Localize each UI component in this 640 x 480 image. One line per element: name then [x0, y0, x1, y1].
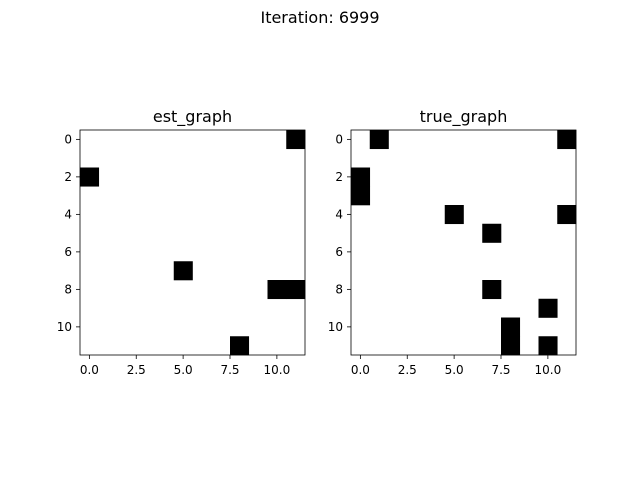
x-tick-label: 7.5	[220, 363, 239, 377]
heatmap-cell	[538, 298, 558, 318]
x-tick-label: 5.0	[174, 363, 193, 377]
x-tick-label: 2.5	[398, 363, 417, 377]
y-tick-label: 8	[335, 282, 343, 296]
heatmap-background	[80, 130, 305, 355]
y-tick-label: 6	[335, 245, 343, 259]
y-tick-label: 4	[335, 207, 343, 221]
axes-frame	[350, 129, 577, 356]
heatmap-panel-2: true_graph 0.0 2.5 5.0 7.5 10.0 0 2 4 6 8 10	[328, 107, 577, 377]
panel-title: est_graph	[153, 107, 232, 127]
y-tick-label: 6	[64, 245, 72, 259]
heatmap-cell	[482, 280, 502, 300]
heatmap-cell	[501, 336, 521, 356]
y-tick-label: 0	[335, 132, 343, 146]
heatmap-cell	[369, 130, 389, 150]
x-tick-label: 2.5	[127, 363, 146, 377]
heatmap-cell	[538, 336, 558, 356]
y-tick-label: 2	[64, 170, 72, 184]
x-tick-label: 7.5	[491, 363, 510, 377]
heatmap-cell	[444, 205, 464, 225]
heatmap-cell	[482, 223, 502, 243]
x-tick-label: 10.0	[535, 363, 562, 377]
x-tick-label: 0.0	[80, 363, 99, 377]
heatmap-cell	[286, 130, 306, 150]
figure-suptitle: Iteration: 6999	[260, 8, 380, 27]
heatmap-cell	[351, 186, 371, 206]
heatmap-cell	[351, 167, 371, 187]
x-tick-label: 5.0	[445, 363, 464, 377]
y-tick-label: 10	[57, 320, 72, 334]
y-tick-label: 0	[64, 132, 72, 146]
heatmap-cell	[80, 167, 100, 187]
x-tick-label: 10.0	[264, 363, 291, 377]
heatmap-cell	[286, 280, 306, 300]
heatmap-cell	[173, 261, 193, 281]
heatmap-cell	[230, 336, 250, 356]
heatmap-background	[351, 130, 576, 355]
x-tick-label: 0.0	[351, 363, 370, 377]
y-tick-label: 10	[328, 320, 343, 334]
heatmap-cell	[267, 280, 287, 300]
panel-title: true_graph	[420, 107, 508, 127]
heatmap-cell	[557, 205, 577, 225]
y-tick-label: 2	[335, 170, 343, 184]
y-tick-label: 8	[64, 282, 72, 296]
y-tick-label: 4	[64, 207, 72, 221]
heatmap-cell	[501, 317, 521, 337]
heatmap-cell	[557, 130, 577, 150]
axes-frame	[79, 129, 306, 356]
heatmap-panel-1: est_graph 0.0 2.5 5.0 7.5 10.0 0 2 4 6 8 10	[57, 107, 306, 377]
